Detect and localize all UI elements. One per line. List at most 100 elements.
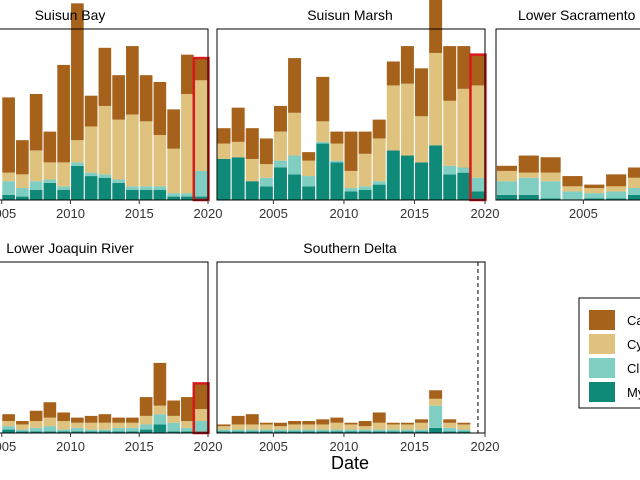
bar-cl-2005 xyxy=(273,160,287,168)
bar-cy-2005 xyxy=(584,188,605,194)
bar-my-2003 xyxy=(245,181,259,200)
bar-cy-2014 xyxy=(400,424,414,430)
bar-ca-2005 xyxy=(2,414,15,422)
bar-my-2012 xyxy=(98,431,112,433)
bar-cl-2007 xyxy=(627,188,640,195)
x-tick-label: 2010 xyxy=(56,439,85,454)
bar-my-2002 xyxy=(231,431,245,433)
bar-ca-2013 xyxy=(112,75,125,120)
bar-ca-2002 xyxy=(231,107,245,142)
bar-ca-2018 xyxy=(457,46,471,89)
bar-ca-2002 xyxy=(518,155,539,173)
bar-my-2011 xyxy=(84,176,98,200)
bar-ca-2001 xyxy=(496,165,517,171)
bar-cl-2004 xyxy=(259,177,273,187)
x-tick-label: 2015 xyxy=(400,439,429,454)
legend-label-ca: Ca xyxy=(627,313,640,328)
bar-cy-2004 xyxy=(259,424,273,430)
bar-my-2002 xyxy=(231,157,245,200)
bar-cy-2012 xyxy=(98,105,112,175)
bar-ca-2012 xyxy=(98,47,112,106)
bar-cl-2003 xyxy=(245,429,259,432)
bar-ca-2017 xyxy=(167,109,180,149)
bar-my-2019 xyxy=(471,191,485,200)
bar-ca-2007 xyxy=(302,152,316,161)
bar-my-2012 xyxy=(372,184,386,200)
bar-ca-2008 xyxy=(43,131,57,163)
bar-my-2007 xyxy=(627,194,640,200)
bar-cl-2015 xyxy=(415,429,429,432)
bar-cy-2015 xyxy=(415,116,429,163)
bar-cl-2006 xyxy=(288,155,302,175)
bar-cy-2001 xyxy=(496,170,517,182)
bar-cy-2016 xyxy=(429,52,443,146)
bar-my-2017 xyxy=(167,431,180,433)
bar-cl-2011 xyxy=(358,429,372,432)
legend-label-cy: Cy xyxy=(627,337,640,352)
bar-cy-2004 xyxy=(562,186,583,192)
bar-cy-2003 xyxy=(245,158,259,182)
bar-my-2005 xyxy=(2,194,15,200)
bar-my-2019 xyxy=(194,196,208,200)
bar-my-2009 xyxy=(330,162,344,200)
bar-my-2014 xyxy=(126,431,139,433)
x-tick-label: 2005 xyxy=(259,206,288,221)
bar-ca-2005 xyxy=(584,184,605,189)
bar-cy-2009 xyxy=(57,421,70,430)
bar-cl-2005 xyxy=(2,181,15,195)
bar-cl-2011 xyxy=(84,429,98,432)
bar-my-2003 xyxy=(245,431,259,433)
bar-cy-2019 xyxy=(194,409,208,422)
bar-cy-2007 xyxy=(302,424,316,430)
bar-ca-2006 xyxy=(288,421,302,425)
panel-frame xyxy=(495,28,640,201)
bar-my-2008 xyxy=(43,431,57,433)
bar-my-2018 xyxy=(457,172,471,200)
panel-title: Lower Sacramento River xyxy=(518,7,640,23)
bar-ca-2017 xyxy=(443,419,457,423)
bar-ca-2013 xyxy=(386,61,400,86)
bar-ca-2019 xyxy=(194,58,208,81)
bar-my-2009 xyxy=(57,431,70,433)
bar-my-2004 xyxy=(259,431,273,433)
bar-cy-2018 xyxy=(457,424,471,430)
bar-ca-2017 xyxy=(443,46,457,101)
bar-cy-2013 xyxy=(386,85,400,151)
x-tick-label: 2020 xyxy=(194,206,223,221)
bar-ca-2016 xyxy=(153,82,167,136)
bar-my-2007 xyxy=(29,189,43,200)
bar-ca-2016 xyxy=(429,0,443,53)
bar-cl-2006 xyxy=(16,429,29,432)
bar-cy-2008 xyxy=(43,162,57,180)
bar-my-2016 xyxy=(153,424,167,433)
bar-cy-2003 xyxy=(245,424,259,430)
bar-ca-2017 xyxy=(167,400,180,416)
x-axis-title: Date xyxy=(331,453,369,473)
bar-cl-2016 xyxy=(429,405,443,428)
bar-ca-2012 xyxy=(372,412,386,423)
bar-cy-2014 xyxy=(126,422,139,428)
bar-my-2007 xyxy=(29,431,43,433)
bar-ca-2007 xyxy=(302,421,316,425)
bar-my-2006 xyxy=(606,198,627,200)
bar-my-2011 xyxy=(84,431,98,433)
panel-title: Suisun Bay xyxy=(35,7,106,23)
bar-my-2018 xyxy=(457,431,471,433)
x-tick-label: 2010 xyxy=(329,206,358,221)
bar-cl-2018 xyxy=(457,167,471,173)
bar-ca-2011 xyxy=(358,131,372,154)
bar-cy-2006 xyxy=(288,424,302,430)
bar-cl-2019 xyxy=(194,170,208,197)
bar-my-2011 xyxy=(358,431,372,433)
bar-cl-2010 xyxy=(71,162,84,166)
bar-cy-2011 xyxy=(84,422,98,430)
bar-cl-2005 xyxy=(273,429,287,432)
bar-cl-2008 xyxy=(43,426,57,432)
bar-ca-2006 xyxy=(16,140,29,175)
bar-cl-2012 xyxy=(98,174,112,178)
bar-cl-2004 xyxy=(259,429,273,432)
bar-cl-2001 xyxy=(496,181,517,195)
bar-cy-2006 xyxy=(16,174,29,189)
bar-ca-2012 xyxy=(372,119,386,139)
